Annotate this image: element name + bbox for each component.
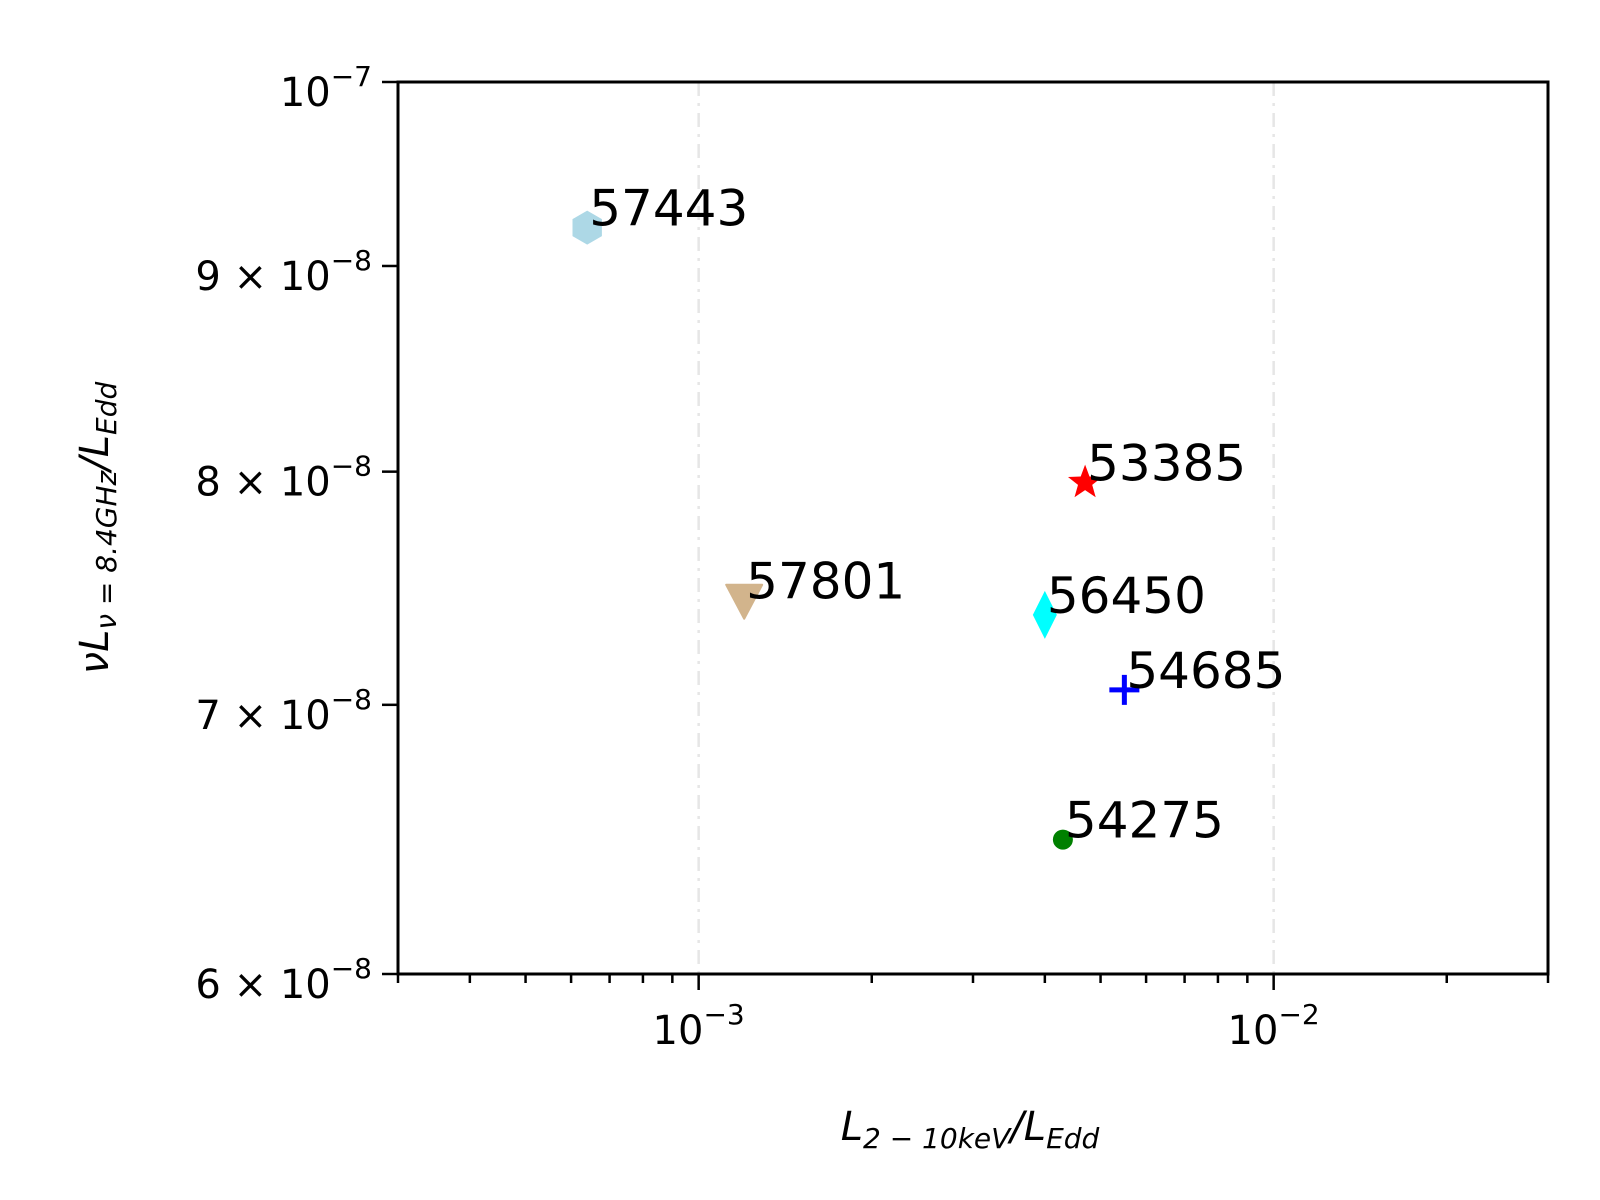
data-points: 57443 53385 57801 56450 54685 54275 — [572, 180, 1285, 850]
point-marker-hexagon — [572, 210, 602, 245]
y-tick-label: 10−7 — [280, 60, 372, 116]
point-marker-star — [1068, 464, 1103, 498]
x-tick-label: 10−2 — [1228, 998, 1320, 1054]
plot-frame — [396, 80, 1550, 976]
point-label: 54685 — [1126, 642, 1285, 700]
point-marker-circle — [1052, 829, 1073, 850]
y-tick-label: 8 × 10−8 — [195, 450, 372, 506]
x-axis-title: L2 − 10keV/LEdd — [841, 1104, 1100, 1155]
x-tick-label: 10−3 — [653, 998, 745, 1054]
grid-lines — [697, 82, 1275, 974]
point-label: 56450 — [1047, 567, 1206, 625]
point-label: 53385 — [1087, 435, 1246, 493]
point-marker-plus — [1109, 674, 1140, 705]
point-marker-diamond — [1032, 590, 1057, 639]
y-tick-label: 9 × 10−8 — [195, 244, 372, 300]
point-label: 54275 — [1065, 792, 1224, 850]
y-axis-title: νLν = 8.4GHz/LEdd — [72, 382, 123, 675]
point-label: 57443 — [589, 180, 748, 238]
axis-ticks: 10−3 10−2 10−7 9 × 10−8 8 × 10−8 7 × 10−8 6 × … — [195, 60, 1550, 1054]
y-tick-label: 7 × 10−8 — [195, 683, 372, 739]
y-tick-label: 6 × 10−8 — [195, 952, 372, 1008]
point-marker-triangle-down — [725, 583, 764, 620]
point-label: 57801 — [746, 553, 905, 611]
